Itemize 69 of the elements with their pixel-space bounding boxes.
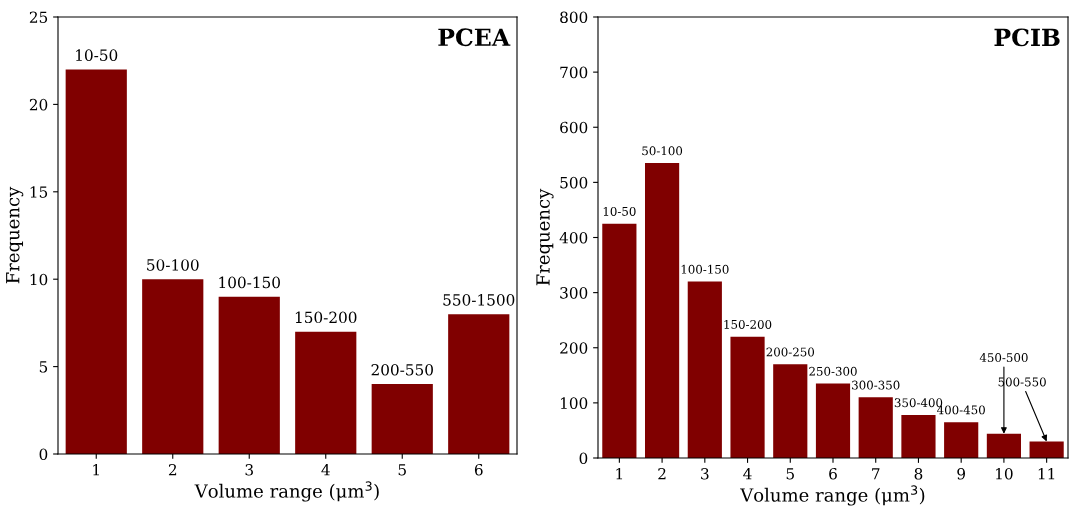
y-tick-label: 700 [560,66,588,79]
x-tick-label: 3 [701,467,709,480]
y-tick-label: 25 [29,11,48,24]
x-tick-label: 2 [658,467,666,480]
bar [730,336,765,458]
y-axis-title: Frequency [536,188,554,286]
y-tick-label: 200 [560,342,588,354]
x-tick-label: 8 [914,467,923,480]
y-tick-label: 0 [39,448,48,461]
bar [645,163,680,458]
bar [1029,441,1064,458]
annotation: 10-50 [603,206,636,216]
x-tick-label: 11 [1038,467,1055,480]
x-tick-label: 1 [616,467,623,480]
annotation: 50-100 [642,146,683,156]
bar [858,397,893,458]
y-tick-label: 15 [30,186,48,198]
annotation: 200-250 [766,347,815,357]
chart-title: PCIB [994,28,1060,47]
annotation: 100-150 [219,276,280,289]
x-tick-label: 1 [93,463,99,476]
y-axis-title: Frequency [6,186,24,284]
x-tick-label: 6 [474,463,483,476]
bar [295,331,357,454]
bar [901,415,936,458]
bar [142,279,204,454]
y-tick-label: 400 [559,231,588,244]
annotation: 150-200 [295,311,357,324]
x-tick-label: 7 [872,468,880,480]
annotation: 450-500 [979,353,1028,363]
y-tick-label: 500 [560,176,588,189]
y-tick-label: 0 [579,452,588,465]
annotation: 300-350 [852,380,900,390]
y-tick-label: 300 [560,287,588,299]
annotation: 150-200 [724,319,772,329]
annotation: 100-150 [681,264,729,274]
annotation: 250-300 [809,366,857,376]
x-tick-label: 10 [996,467,1013,480]
x-tick-label: 4 [743,467,752,480]
annotation: 200-550 [371,364,433,376]
bar [944,422,979,458]
bar [687,281,722,458]
y-tick-label: 5 [39,361,48,373]
x-tick-label: 2 [168,463,177,476]
bar [218,296,280,454]
y-tick-label: 20 [29,98,48,111]
chart-title: PCEA [438,28,511,47]
x-tick-label: 3 [245,463,253,476]
bar [986,433,1021,458]
bar [602,223,637,458]
y-tick-label: 600 [560,121,588,134]
bar [448,314,510,454]
annotation: 10-50 [76,49,118,61]
bar [371,384,433,454]
x-tick-label: 9 [957,467,966,480]
bar [773,364,808,458]
x-tick-label: 6 [829,467,837,480]
bar [65,69,127,454]
x-axis-title: Volume range (μm$^{3}$) [194,481,379,502]
x-axis-title: Volume range (μm$^{3}$) [740,485,925,506]
annotation: 50-100 [147,259,199,271]
annotation: 550-1500 [443,294,515,306]
y-tick-label: 10 [30,273,48,286]
x-tick-label: 5 [786,468,794,480]
y-tick-label: 800 [560,11,588,24]
y-tick-label: 100 [560,397,588,409]
x-tick-label: 5 [398,464,406,476]
bar [815,383,851,458]
x-tick-label: 4 [321,463,330,476]
